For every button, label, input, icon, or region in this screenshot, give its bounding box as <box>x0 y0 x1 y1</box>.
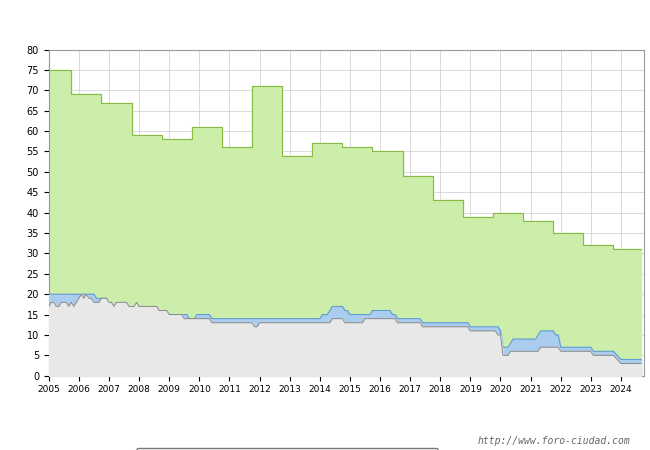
Legend: Ocupados, Parados, Hab. entre 16-64: Ocupados, Parados, Hab. entre 16-64 <box>136 448 437 450</box>
Text: http://www.foro-ciudad.com: http://www.foro-ciudad.com <box>478 436 630 446</box>
Text: Benafarces - Evolucion de la poblacion en edad de Trabajar Septiembre de 2024: Benafarces - Evolucion de la poblacion e… <box>31 15 619 28</box>
